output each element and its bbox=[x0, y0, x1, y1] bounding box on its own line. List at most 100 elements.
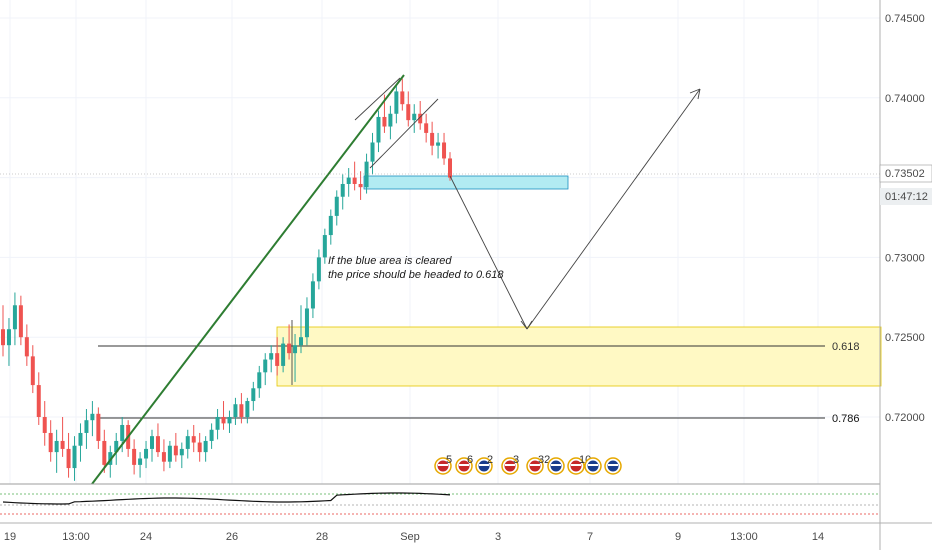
candle[interactable] bbox=[155, 423, 160, 457]
candle[interactable] bbox=[394, 85, 399, 124]
candle[interactable] bbox=[430, 121, 435, 156]
candle[interactable] bbox=[227, 410, 232, 433]
candle[interactable] bbox=[84, 409, 89, 449]
arrow-head-icon bbox=[689, 88, 701, 100]
candle[interactable] bbox=[66, 432, 71, 478]
candle[interactable] bbox=[120, 417, 125, 453]
candle[interactable] bbox=[209, 423, 214, 449]
candle[interactable] bbox=[310, 273, 315, 319]
indicator-line[interactable] bbox=[2, 492, 451, 505]
candle[interactable] bbox=[197, 432, 202, 462]
candle[interactable] bbox=[78, 423, 83, 462]
candle[interactable] bbox=[173, 432, 178, 462]
candle[interactable] bbox=[376, 110, 381, 153]
candle[interactable] bbox=[1, 305, 5, 357]
candle[interactable] bbox=[340, 174, 345, 210]
candle[interactable] bbox=[6, 318, 11, 366]
candle[interactable] bbox=[42, 401, 47, 446]
candle[interactable] bbox=[114, 432, 119, 465]
candle[interactable] bbox=[275, 337, 280, 376]
candle[interactable] bbox=[179, 442, 184, 469]
candle[interactable] bbox=[304, 297, 309, 346]
candle[interactable] bbox=[233, 397, 238, 425]
green-trendline[interactable] bbox=[91, 74, 405, 485]
candle[interactable] bbox=[239, 393, 244, 424]
candle[interactable] bbox=[352, 161, 357, 191]
candle[interactable] bbox=[442, 132, 447, 165]
channel-lower-line[interactable] bbox=[369, 98, 439, 169]
candle[interactable] bbox=[18, 295, 23, 346]
candle[interactable] bbox=[185, 429, 190, 459]
candle[interactable] bbox=[364, 153, 369, 194]
au-flag-icon[interactable] bbox=[584, 457, 602, 475]
candle[interactable] bbox=[138, 452, 143, 478]
candle[interactable] bbox=[316, 249, 321, 290]
candle[interactable] bbox=[48, 420, 53, 462]
candle[interactable] bbox=[102, 429, 107, 473]
candle[interactable] bbox=[334, 190, 339, 226]
candle-body bbox=[394, 91, 399, 114]
au-flag-icon[interactable] bbox=[547, 457, 565, 475]
us-flag-icon[interactable]: 5 bbox=[434, 454, 452, 475]
candle[interactable] bbox=[412, 104, 417, 133]
time-axis[interactable]: 19 13:00 24 26 28 Sep 3 7 9 13:00 14 bbox=[0, 522, 932, 543]
candle-body bbox=[30, 356, 35, 386]
candle[interactable] bbox=[245, 397, 250, 424]
channel-upper-line[interactable] bbox=[354, 77, 401, 121]
candle[interactable] bbox=[257, 365, 262, 398]
candle[interactable] bbox=[370, 132, 375, 175]
candle[interactable] bbox=[388, 105, 393, 140]
candle[interactable] bbox=[161, 439, 166, 472]
candle[interactable] bbox=[269, 345, 274, 373]
candle[interactable] bbox=[215, 409, 220, 440]
candle[interactable] bbox=[287, 324, 292, 360]
us-flag-icon[interactable]: 6 bbox=[455, 454, 473, 475]
candle[interactable] bbox=[281, 337, 286, 373]
candle[interactable] bbox=[299, 305, 303, 354]
au-flag-icon[interactable] bbox=[604, 457, 622, 475]
yellow-zone[interactable] bbox=[276, 326, 882, 387]
us-flag-icon[interactable]: 3 bbox=[501, 454, 519, 475]
candle[interactable] bbox=[90, 401, 95, 437]
candle[interactable] bbox=[167, 440, 172, 469]
candle[interactable] bbox=[424, 113, 429, 143]
candle[interactable] bbox=[400, 78, 405, 111]
us-flag-icon[interactable]: 32 bbox=[526, 454, 550, 475]
candle[interactable] bbox=[191, 424, 196, 453]
blue-zone[interactable] bbox=[363, 175, 569, 190]
candle[interactable] bbox=[293, 334, 298, 382]
projection-down-line[interactable] bbox=[449, 175, 528, 330]
candle[interactable] bbox=[132, 439, 137, 475]
candle[interactable] bbox=[72, 436, 77, 481]
candle[interactable] bbox=[203, 436, 208, 462]
candle-body bbox=[263, 359, 268, 373]
candle[interactable] bbox=[221, 401, 226, 430]
candle[interactable] bbox=[36, 372, 41, 425]
candle[interactable] bbox=[30, 345, 35, 394]
candle-body bbox=[84, 420, 89, 433]
candle[interactable] bbox=[263, 353, 268, 386]
candle[interactable] bbox=[96, 407, 101, 449]
projection-up-line[interactable] bbox=[526, 88, 701, 330]
candle[interactable] bbox=[322, 228, 327, 264]
candle[interactable] bbox=[418, 100, 423, 130]
us-flag-icon[interactable]: 10 bbox=[567, 454, 591, 475]
candle[interactable] bbox=[251, 381, 256, 411]
candle[interactable] bbox=[60, 417, 65, 457]
candle[interactable] bbox=[24, 324, 29, 366]
au-flag-icon[interactable]: 2 bbox=[475, 454, 493, 475]
annotation[interactable]: If the blue area is cleared the price sh… bbox=[328, 255, 504, 281]
candle[interactable] bbox=[328, 209, 333, 245]
candle[interactable] bbox=[436, 132, 441, 159]
candle[interactable] bbox=[54, 429, 59, 473]
candle[interactable] bbox=[406, 91, 411, 127]
candle[interactable] bbox=[346, 168, 351, 197]
candle[interactable] bbox=[144, 440, 149, 469]
candle-body bbox=[161, 452, 166, 462]
candle[interactable] bbox=[12, 292, 17, 346]
candle[interactable] bbox=[358, 171, 363, 200]
candle[interactable] bbox=[150, 429, 154, 462]
